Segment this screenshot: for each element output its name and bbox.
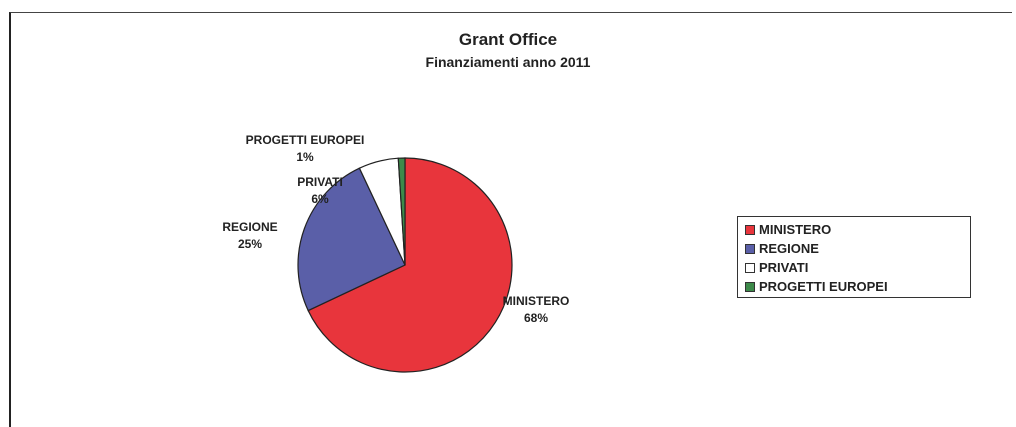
data-label-name-regione: REGIONE xyxy=(222,220,277,234)
chart-frame xyxy=(9,12,1012,427)
legend-label-privati: PRIVATI xyxy=(759,260,809,275)
legend-swatch-regione xyxy=(745,243,755,254)
legend-label-regione: REGIONE xyxy=(759,241,819,256)
data-label-name-progetti-europei: PROGETTI EUROPEI xyxy=(246,133,365,147)
legend-item-progetti-europei: PROGETTI EUROPEI xyxy=(745,277,970,296)
legend-item-regione: REGIONE xyxy=(745,239,970,258)
data-label-name-privati: PRIVATI xyxy=(297,175,343,189)
pie-slice-progetti-europei xyxy=(397,157,406,266)
data-label-name-ministero: MINISTERO xyxy=(503,294,570,308)
data-label-value-progetti-europei: 1% xyxy=(296,150,314,164)
pie-slice-regione xyxy=(297,167,406,312)
legend-swatch-ministero xyxy=(745,224,755,235)
legend-label-ministero: MINISTERO xyxy=(759,222,832,237)
data-label-value-ministero: 68% xyxy=(524,311,548,325)
legend-label-progetti-europei: PROGETTI EUROPEI xyxy=(759,279,888,294)
data-label-value-privati: 6% xyxy=(311,192,329,206)
legend-swatch-progetti-europei xyxy=(745,281,755,292)
chart-title: Grant Office xyxy=(458,30,558,49)
chart-subtitle: Finanziamenti anno 2011 xyxy=(425,54,591,70)
chart-legend: MINISTERO REGIONE PRIVATI PROGETTI EUROP… xyxy=(737,216,971,298)
legend-item-privati: PRIVATI xyxy=(745,258,970,277)
legend-item-ministero: MINISTERO xyxy=(745,220,970,239)
legend-swatch-privati xyxy=(745,262,755,273)
pie-slice-ministero xyxy=(307,157,513,373)
data-label-value-regione: 25% xyxy=(238,237,262,251)
